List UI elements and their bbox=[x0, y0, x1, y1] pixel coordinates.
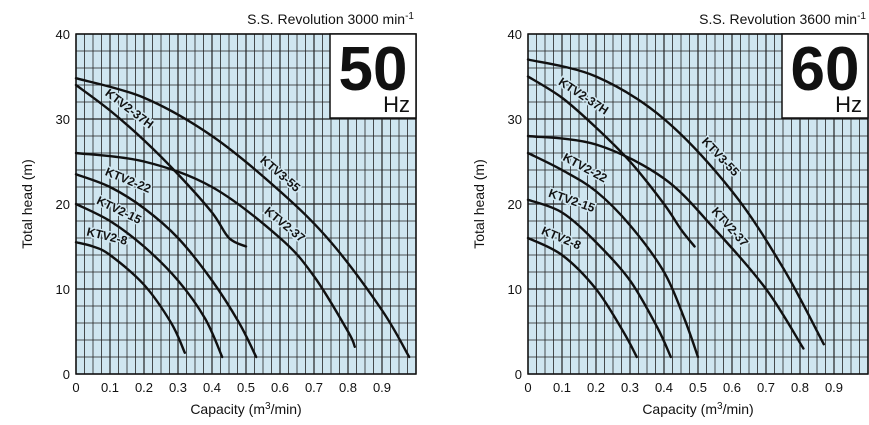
x-tick-label: 0.8 bbox=[791, 380, 809, 395]
series-KTV2-15-line bbox=[74, 202, 224, 359]
series-KTV3-55-line bbox=[74, 77, 411, 359]
x-tick-label: 0.5 bbox=[689, 380, 707, 395]
hz-badge-value: 60 bbox=[791, 35, 860, 104]
chart-title: S.S. Revolution 3600 min-1 bbox=[699, 11, 866, 27]
x-tick-label: 0.2 bbox=[587, 380, 605, 395]
series-KTV2-22-line bbox=[74, 173, 258, 359]
x-tick-label: 0.8 bbox=[339, 380, 357, 395]
x-tick-label: 0.1 bbox=[553, 380, 571, 395]
y-tick-label: 0 bbox=[515, 367, 522, 382]
x-tick-label: 0.3 bbox=[169, 380, 187, 395]
chart-title: S.S. Revolution 3000 min-1 bbox=[247, 11, 414, 27]
hz-badge-unit: Hz bbox=[835, 92, 862, 117]
series-KTV3-55-line bbox=[526, 58, 825, 346]
x-tick-label: 0 bbox=[72, 380, 79, 395]
y-axis-label: Total head (m) bbox=[19, 159, 35, 248]
y-tick-label: 0 bbox=[63, 367, 70, 382]
y-axis-label: Total head (m) bbox=[471, 159, 487, 248]
y-tick-label: 30 bbox=[508, 112, 522, 127]
series-KTV2-15-line bbox=[526, 198, 672, 359]
x-tick-label: 0.6 bbox=[271, 380, 289, 395]
y-tick-label: 30 bbox=[56, 112, 70, 127]
x-tick-label: 0 bbox=[524, 380, 531, 395]
x-tick-label: 0.7 bbox=[757, 380, 775, 395]
x-axis-label: Capacity (m3/min) bbox=[190, 401, 301, 417]
series-KTV2-37H-line bbox=[74, 83, 248, 248]
x-tick-label: 0.4 bbox=[203, 380, 221, 395]
y-tick-label: 40 bbox=[508, 27, 522, 42]
y-tick-label: 10 bbox=[56, 282, 70, 297]
x-tick-label: 0.9 bbox=[825, 380, 843, 395]
x-axis-label: Capacity (m3/min) bbox=[642, 401, 753, 417]
hz-badge-unit: Hz bbox=[383, 92, 410, 117]
y-tick-label: 20 bbox=[508, 197, 522, 212]
x-tick-label: 0.4 bbox=[655, 380, 673, 395]
series-KTV2-22-line bbox=[526, 151, 700, 359]
x-tick-label: 0.3 bbox=[621, 380, 639, 395]
hz-badge bbox=[329, 33, 417, 119]
y-tick-label: 10 bbox=[508, 282, 522, 297]
series-KTV2-37-line bbox=[74, 151, 356, 348]
x-tick-label: 0.6 bbox=[723, 380, 741, 395]
x-tick-label: 0.1 bbox=[101, 380, 119, 395]
series-KTV2-8-line bbox=[74, 241, 186, 354]
chart-0: 0 0.1 0.2 0.3 0.4 0.5 0.6 0.7 0.8 0.9 0 10 20 30 40 S.S… bbox=[19, 11, 417, 417]
x-tick-label: 0.9 bbox=[373, 380, 391, 395]
y-tick-label: 40 bbox=[56, 27, 70, 42]
plot-border bbox=[527, 33, 869, 375]
hz-badge-value: 50 bbox=[339, 35, 408, 104]
series-KTV2-8-line bbox=[526, 236, 638, 359]
series-KTV2-37-line bbox=[526, 134, 805, 350]
x-tick-label: 0.7 bbox=[305, 380, 323, 395]
x-tick-label: 0.5 bbox=[237, 380, 255, 395]
series-KTV2-37H-line bbox=[526, 75, 696, 248]
hz-badge bbox=[781, 33, 869, 119]
chart-1: 0 0.1 0.2 0.3 0.4 0.5 0.6 0.7 0.8 0.9 0 10 20 30 40 S.S… bbox=[471, 11, 869, 417]
x-tick-label: 0.2 bbox=[135, 380, 153, 395]
y-tick-label: 20 bbox=[56, 197, 70, 212]
